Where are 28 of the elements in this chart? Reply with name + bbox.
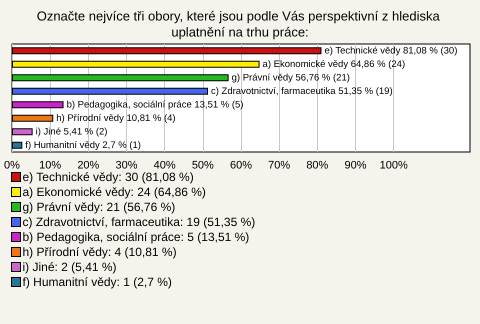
x-tick-label: 20% <box>77 160 100 172</box>
legend-label: e) Technické vědy: 30 (81,08 %) <box>22 170 194 184</box>
x-tick-label: 80% <box>306 160 329 172</box>
legend-label: a) Ekonomické vědy: 24 (64,86 %) <box>22 185 206 199</box>
chart-title: Označte nejvíce tři obory, které jsou podle Vás perspektivní z hlediska uplatnění na trhu práce: <box>36 8 444 40</box>
data-label: h) Přírodní vědy 10,81 % (4) <box>56 112 176 124</box>
data-label: g) Právní vědy 56,76 % (21) <box>232 72 350 84</box>
x-tick-label: 10% <box>39 160 62 172</box>
x-tick-label: 50% <box>192 160 214 172</box>
legend-label: h) Přírodní vědy: 4 (10,81 %) <box>22 245 177 259</box>
data-label: i) Jiné 5,41 % (2) <box>36 126 108 138</box>
data-label: b) Pedagogika, sociální práce 13,51 % (5) <box>66 99 244 110</box>
legend-label: i) Jiné: 2 (5,41 %) <box>22 260 117 274</box>
x-tick-label: 0% <box>4 160 20 172</box>
data-label: f) Humanitní vědy 2,7 % (1) <box>25 140 141 151</box>
data-label: e) Technické vědy 81,08 % (30) <box>324 45 458 56</box>
x-tick-label: 40% <box>154 160 176 172</box>
data-label: c) Zdravotnictví, farmaceutika 51,35 % (19) <box>210 86 393 97</box>
data-label: a) Ekonomické vědy 64,86 % (24) <box>262 58 406 70</box>
x-tick-label: 100% <box>380 160 408 172</box>
x-tick-label: 60% <box>230 160 252 172</box>
x-tick-label: 70% <box>268 160 290 172</box>
legend-label: b) Pedagogika, sociální práce: 5 (13,51 %) <box>22 230 250 244</box>
x-tick-label: 90% <box>344 160 367 172</box>
x-tick-label: 30% <box>115 160 138 172</box>
legend-label: c) Zdravotnictví, farmaceutika: 19 (51,35 %) <box>22 215 256 229</box>
legend-label: f) Humanitní vědy: 1 (2,7 %) <box>22 275 172 289</box>
legend-label: g) Právní vědy: 21 (56,76 %) <box>22 200 176 214</box>
